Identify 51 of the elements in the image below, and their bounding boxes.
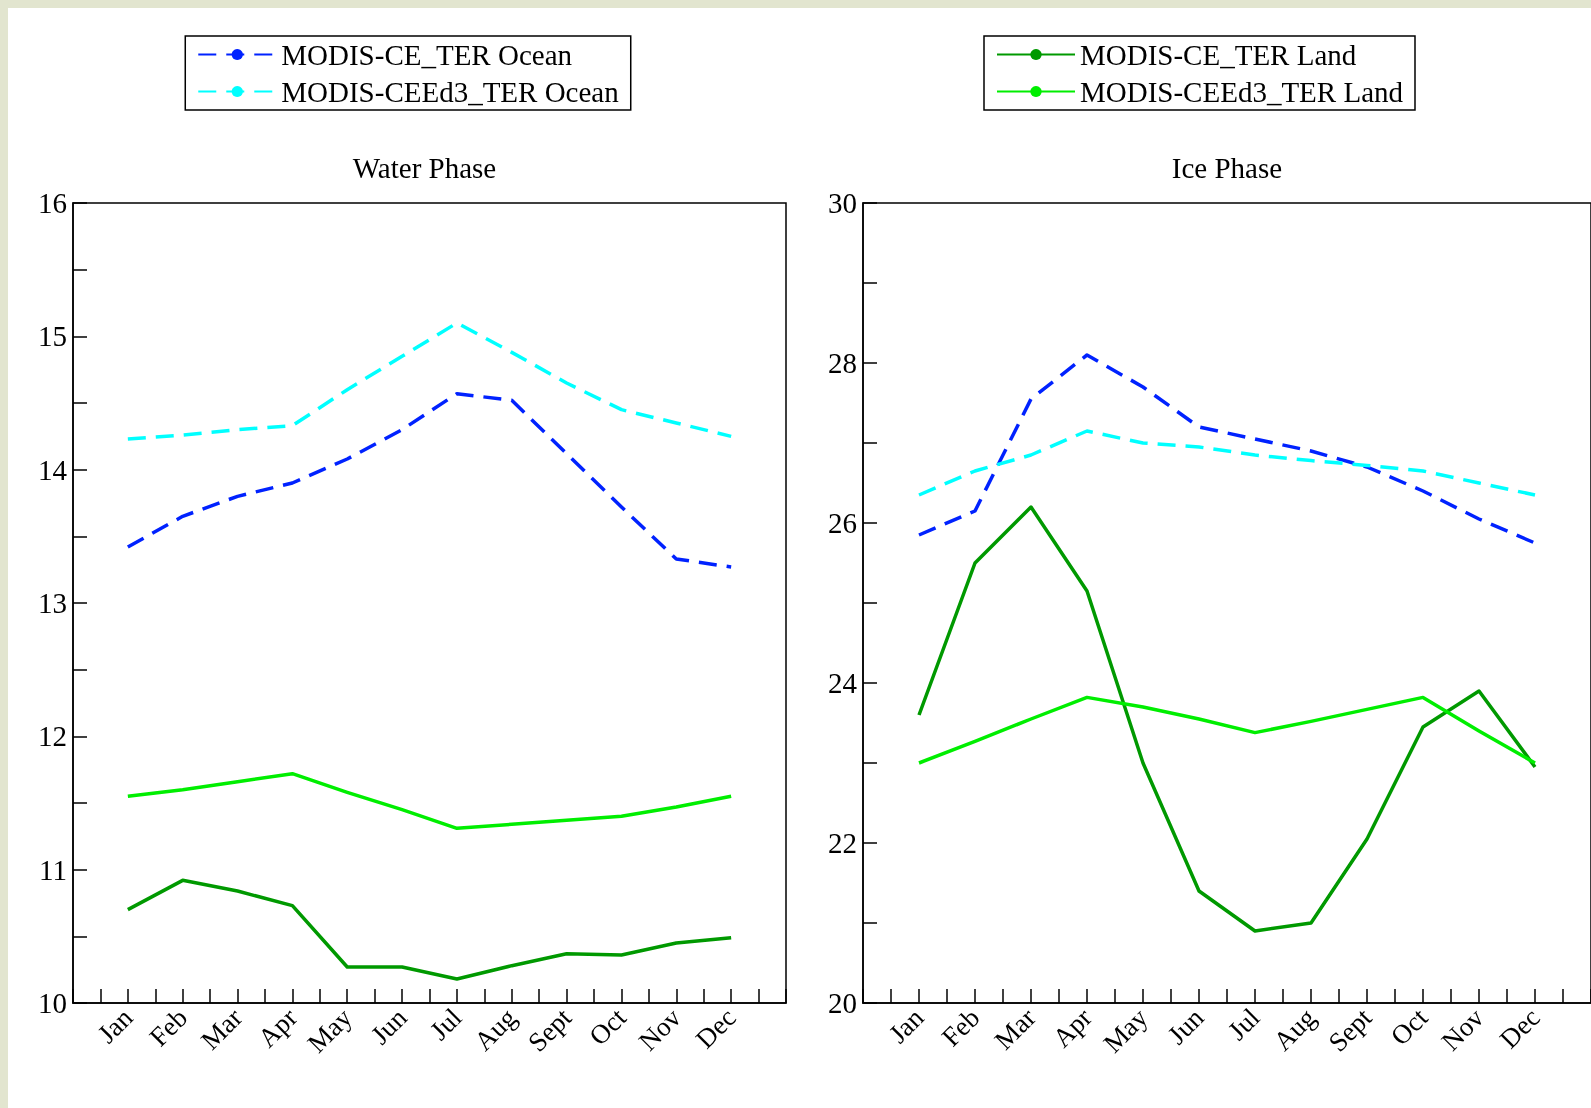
x-tick-label: Feb [143, 1002, 194, 1053]
legend-label: MODIS-CEEd3_TER Ocean [281, 75, 620, 108]
line-series [917, 695, 1537, 765]
legend-label: MODIS-CE_TER Ocean [281, 38, 573, 71]
x-tick-label: Jul [424, 1002, 468, 1046]
y-tick-label: 10 [38, 987, 67, 1019]
x-tick-label: Oct [583, 1002, 633, 1052]
chart-title: Ice Phase [1171, 151, 1283, 184]
y-tick-label: 15 [38, 320, 67, 353]
y-tick-label: 12 [38, 720, 67, 753]
x-tick-label: Dec [689, 1002, 742, 1055]
x-tick-label: Jan [91, 1002, 139, 1050]
y-tick-label: 24 [828, 667, 858, 699]
x-tick-label: Nov [632, 1002, 688, 1057]
x-tick-label: Feb [935, 1002, 986, 1053]
x-tick-label: Sept [1322, 1002, 1378, 1058]
y-tick-label: 28 [828, 347, 857, 379]
chart-title: Water Phase [352, 151, 497, 184]
x-tick-label: May [301, 1002, 359, 1059]
x-tick-label: Nov [1435, 1002, 1490, 1057]
x-tick-label: Mar [195, 1002, 249, 1056]
y-tick-label: 11 [39, 853, 67, 886]
x-tick-label: Oct [1384, 1002, 1434, 1052]
y-tick-label: 22 [828, 827, 857, 859]
line-series [917, 505, 1537, 933]
x-tick-label: Mar [988, 1002, 1042, 1056]
x-tick-label: Dec [1493, 1002, 1546, 1055]
y-tick-label: 30 [828, 187, 857, 219]
legend-label: MODIS-CE_TER Land [1080, 38, 1357, 71]
x-tick-label: Jan [882, 1002, 930, 1050]
y-tick-label: 16 [38, 187, 67, 219]
x-tick-label: Aug [1267, 1002, 1322, 1057]
y-tick-label: 20 [828, 987, 857, 1019]
line-series [917, 353, 1537, 545]
y-tick-label: 14 [38, 453, 68, 486]
y-tick-label: 13 [38, 587, 67, 619]
line-series [126, 321, 733, 441]
x-tick-label: Jun [1161, 1002, 1210, 1051]
x-tick-label: Aug [468, 1002, 523, 1057]
x-tick-label: Jul [1222, 1002, 1266, 1046]
x-tick-label: Apr [252, 1002, 303, 1054]
line-series [917, 429, 1537, 497]
x-tick-label: Apr [1046, 1002, 1098, 1054]
y-tick-label: 26 [828, 507, 857, 539]
x-tick-label: May [1097, 1002, 1154, 1059]
legend-label: MODIS-CEEd3_TER Land [1080, 75, 1404, 108]
line-series [126, 391, 733, 569]
x-tick-label: Sept [522, 1002, 578, 1058]
line-series [126, 878, 733, 981]
x-tick-label: Jun [364, 1002, 414, 1051]
line-series [126, 771, 733, 831]
